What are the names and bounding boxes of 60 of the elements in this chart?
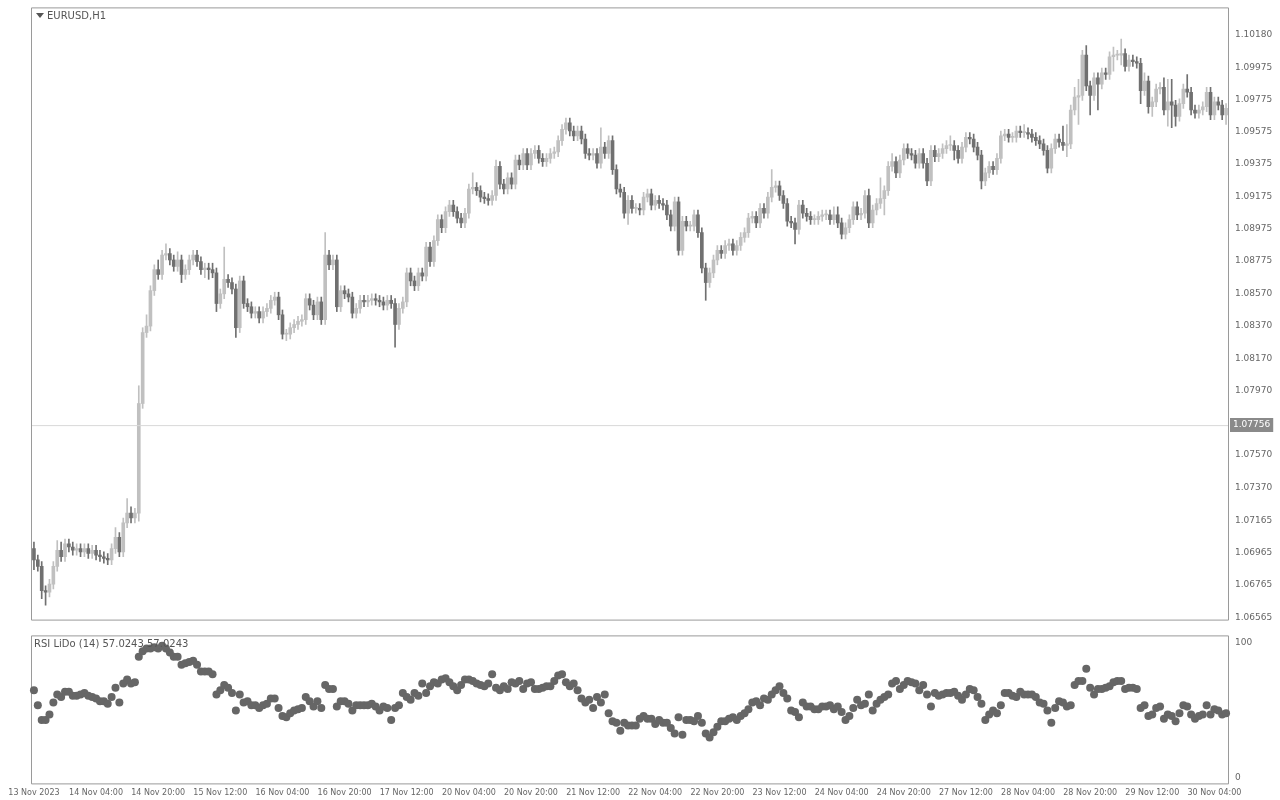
y-tick-label: 1.08370: [1235, 320, 1273, 331]
x-tick-label: 20 Nov 04:00: [441, 788, 496, 798]
candlestick: [1103, 67, 1108, 80]
y-tick-label: 1.07970: [1235, 384, 1273, 395]
candlestick: [206, 262, 211, 280]
x-tick-label: 24 Nov 20:00: [876, 788, 931, 798]
candlestick: [1026, 127, 1030, 140]
candlestick: [1061, 125, 1065, 151]
candlestick: [1018, 125, 1023, 138]
y-tick-label: 1.08775: [1235, 255, 1273, 266]
chart-title: EURUSD,H1: [47, 10, 107, 22]
x-tick-label: 16 Nov 04:00: [255, 788, 310, 798]
candlestick: [253, 306, 258, 319]
y-tick-label: 1.09575: [1235, 126, 1273, 137]
x-tick-label: 27 Nov 12:00: [938, 788, 993, 798]
y-tick-label: 1.06765: [1235, 579, 1273, 590]
x-tick-label: 24 Nov 04:00: [814, 788, 869, 798]
x-tick-label: 28 Nov 20:00: [1063, 788, 1118, 798]
candlestick: [1022, 124, 1026, 138]
x-tick-label: 22 Nov 20:00: [690, 788, 745, 798]
x-tick-label: 14 Nov 04:00: [69, 788, 124, 798]
x-tick-label: 28 Nov 04:00: [1001, 788, 1055, 798]
x-tick-label: 23 Nov 12:00: [752, 788, 807, 798]
y-tick-label: 1.08170: [1235, 352, 1273, 363]
candlestick: [1131, 54, 1135, 67]
x-tick-label: 17 Nov 12:00: [379, 788, 434, 798]
y-tick-label: 1.09375: [1235, 158, 1273, 169]
y-tick-label: 1.09775: [1235, 93, 1273, 104]
candlestick: [366, 295, 370, 308]
candlestick: [824, 209, 828, 220]
y-tick-label: 1.06965: [1235, 547, 1273, 558]
x-tick-label: 14 Nov 20:00: [131, 788, 186, 798]
candlestick: [98, 549, 102, 562]
candlestick: [362, 295, 366, 308]
candlestick: [1096, 72, 1100, 111]
x-tick-label: 16 Nov 20:00: [317, 788, 372, 798]
x-tick-label: 22 Nov 04:00: [628, 788, 683, 798]
candlestick: [634, 203, 638, 214]
candlestick: [820, 209, 825, 222]
candlestick: [202, 262, 207, 279]
y-tick-label: 0: [1235, 772, 1241, 783]
y-tick-label: 1.06565: [1235, 611, 1273, 622]
x-tick-label: 15 Nov 12:00: [193, 788, 248, 798]
y-tick-label: 1.08570: [1235, 288, 1273, 299]
x-tick-label: 29 Nov 12:00: [1125, 788, 1180, 798]
y-tick-label: 1.07370: [1235, 481, 1273, 492]
y-tick-label: 1.10180: [1235, 28, 1273, 39]
x-tick-label: 21 Nov 12:00: [566, 788, 621, 798]
y-tick-label: 1.07570: [1235, 449, 1273, 460]
ref-line-label: 1.07756: [1233, 419, 1271, 430]
x-tick-label: 20 Nov 20:00: [504, 788, 558, 798]
y-tick-label: 1.07165: [1235, 514, 1273, 525]
x-tick-label: 30 Nov 04:00: [1187, 788, 1242, 798]
x-tick-label: 13 Nov 2023: [8, 788, 60, 798]
candlestick: [1119, 38, 1124, 66]
candlestick: [591, 148, 595, 161]
y-tick-label: 1.08975: [1235, 222, 1273, 233]
y-tick-label: 1.09175: [1235, 190, 1273, 201]
y-tick-label: 1.09975: [1235, 61, 1273, 72]
y-tick-label: 100: [1235, 637, 1253, 648]
